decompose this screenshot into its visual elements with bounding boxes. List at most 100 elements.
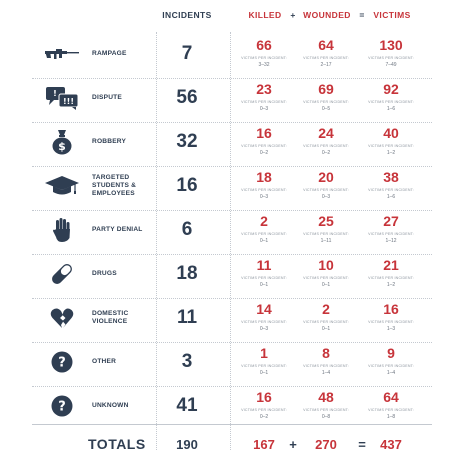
victims-per-incident-label: VICTIMS PER INCIDENT: — [368, 100, 414, 104]
killed-value: 16 — [256, 389, 272, 405]
killed-per-incident-label: VICTIMS PER INCIDENT: — [241, 144, 287, 148]
wounded-per-incident-label: VICTIMS PER INCIDENT: — [303, 188, 349, 192]
wounded-value: 10 — [318, 257, 334, 273]
row-divider — [32, 342, 432, 343]
victims-per-incident-range: 1–2 — [386, 282, 396, 288]
victims-per-incident-range: 1–6 — [386, 106, 396, 112]
totals-equals: = — [358, 437, 366, 452]
wounded-per-incident-label: VICTIMS PER INCIDENT: — [303, 100, 349, 104]
killed-value: 14 — [256, 301, 272, 317]
killed-value: 11 — [256, 257, 272, 273]
victims-per-incident-range: 1–2 — [386, 150, 396, 156]
svg-text:!: ! — [53, 89, 57, 98]
category-label: OTHER — [92, 358, 117, 365]
killed-per-incident-range: 0–1 — [259, 370, 269, 376]
row-divider — [32, 122, 432, 123]
category-label: DOMESTIC VIOLENCE — [92, 310, 129, 325]
graduation-cap-icon — [44, 173, 80, 199]
victims-value: 21 — [383, 257, 399, 273]
killed-per-incident-label: VICTIMS PER INCIDENT: — [241, 364, 287, 368]
category-label: DISPUTE — [92, 94, 122, 101]
victims-value: 40 — [383, 125, 399, 141]
victims-per-incident-label: VICTIMS PER INCIDENT: — [368, 188, 414, 192]
totals-label: TOTALS — [88, 436, 146, 452]
broken-heart-icon — [44, 305, 80, 331]
totals-killed: 167 — [253, 437, 275, 452]
incident-count: 3 — [181, 351, 193, 372]
victims-per-incident-range: 7–49 — [385, 62, 397, 68]
wounded-value: 20 — [318, 169, 334, 185]
row-divider — [32, 210, 432, 211]
divider-killed — [230, 32, 231, 450]
victims-value: 27 — [383, 213, 399, 229]
killed-per-incident-label: VICTIMS PER INCIDENT: — [241, 276, 287, 280]
killed-value: 1 — [260, 345, 268, 361]
victims-per-incident-label: VICTIMS PER INCIDENT: — [368, 408, 414, 412]
killed-per-incident-range: 0–1 — [259, 282, 269, 288]
wounded-per-incident-label: VICTIMS PER INCIDENT: — [303, 364, 349, 368]
killed-value: 16 — [256, 125, 272, 141]
victims-value: 38 — [383, 169, 399, 185]
header-killed: KILLED — [248, 10, 282, 20]
wounded-per-incident-label: VICTIMS PER INCIDENT: — [303, 408, 349, 412]
category-label: UNKNOWN — [92, 402, 129, 409]
wounded-per-incident-range: 0–1 — [321, 326, 331, 332]
victims-per-incident-label: VICTIMS PER INCIDENT: — [368, 144, 414, 148]
category-label: RAMPAGE — [92, 50, 127, 57]
rifle-icon — [44, 41, 80, 67]
victims-per-incident-label: VICTIMS PER INCIDENT: — [368, 56, 414, 60]
killed-per-incident-range: 0–2 — [259, 414, 269, 420]
killed-per-incident-range: 0–2 — [259, 150, 269, 156]
wounded-per-incident-label: VICTIMS PER INCIDENT: — [303, 232, 349, 236]
totals-divider — [32, 424, 432, 425]
wounded-per-incident-range: 0–8 — [321, 414, 331, 420]
incident-count: 7 — [181, 43, 193, 64]
svg-text:?: ? — [58, 400, 66, 415]
category-label: ROBBERY — [92, 138, 127, 145]
category-label: PARTY DENIAL — [92, 226, 143, 233]
wounded-value: 48 — [318, 389, 334, 405]
incident-count: 32 — [176, 131, 198, 152]
killed-per-incident-label: VICTIMS PER INCIDENT: — [241, 100, 287, 104]
victims-per-incident-label: VICTIMS PER INCIDENT: — [368, 276, 414, 280]
row-divider — [32, 254, 432, 255]
killed-value: 2 — [260, 213, 268, 229]
money-bag-icon: $ — [44, 129, 80, 155]
question-icon: ? — [44, 349, 80, 375]
incident-count: 18 — [176, 263, 198, 284]
killed-per-incident-label: VICTIMS PER INCIDENT: — [241, 232, 287, 236]
victims-value: 9 — [387, 345, 395, 361]
wounded-value: 64 — [318, 37, 334, 53]
raised-hand-icon — [44, 217, 80, 243]
victims-value: 130 — [379, 37, 403, 53]
totals-incidents: 190 — [176, 437, 198, 452]
wounded-per-incident-range: 0–5 — [321, 106, 331, 112]
incident-count: 56 — [176, 87, 198, 108]
victims-value: 92 — [383, 81, 399, 97]
row-divider — [32, 298, 432, 299]
category-label: DRUGS — [92, 270, 117, 277]
totals-plus: + — [289, 437, 297, 452]
svg-text:$: $ — [58, 140, 66, 153]
killed-per-incident-label: VICTIMS PER INCIDENT: — [241, 188, 287, 192]
wounded-per-incident-range: 0–3 — [321, 194, 331, 200]
killed-per-incident-range: 3–32 — [258, 62, 270, 68]
wounded-value: 25 — [318, 213, 334, 229]
row-divider — [32, 166, 432, 167]
speech-bubbles-icon: !!!! — [44, 85, 80, 111]
totals-victims: 437 — [380, 437, 402, 452]
victims-per-incident-label: VICTIMS PER INCIDENT: — [368, 364, 414, 368]
totals-wounded: 270 — [315, 437, 337, 452]
header-plus: + — [290, 10, 296, 20]
pill-icon — [44, 261, 80, 287]
killed-per-incident-range: 0–3 — [259, 194, 269, 200]
victims-per-incident-range: 1–8 — [386, 414, 396, 420]
divider-incidents — [156, 32, 157, 450]
wounded-per-incident-range: 1–4 — [321, 370, 331, 376]
header-equals: = — [359, 10, 365, 20]
victims-value: 64 — [383, 389, 399, 405]
victims-per-incident-label: VICTIMS PER INCIDENT: — [368, 320, 414, 324]
wounded-value: 69 — [318, 81, 334, 97]
incident-count: 11 — [176, 307, 198, 328]
